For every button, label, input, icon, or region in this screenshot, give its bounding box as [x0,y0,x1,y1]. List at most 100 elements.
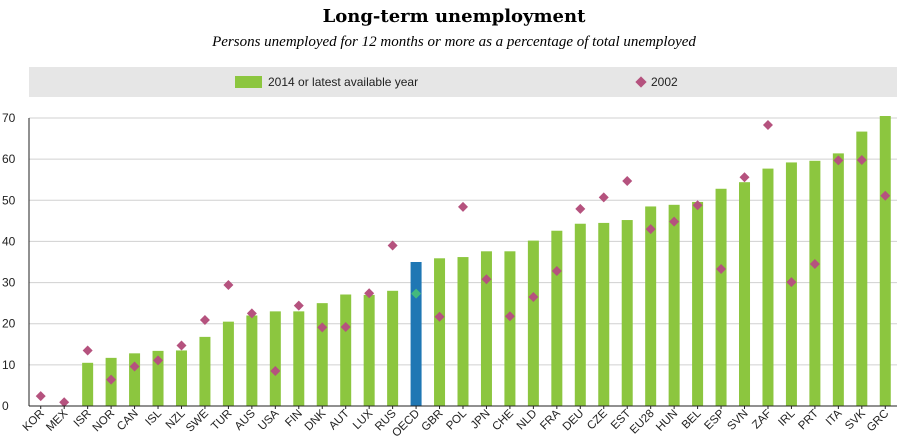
bar-est [621,220,633,406]
marker-rus [387,240,398,251]
x-tick-label: GBR [420,408,446,434]
bar-eu28 [645,206,657,406]
x-tick-label: KOR [21,408,47,434]
x-tick-label: NOR [91,408,118,435]
x-tick-label: HUN [654,408,680,434]
marker-isr [82,345,93,356]
x-tick-label: AUS [233,407,258,432]
marker-svn [739,172,750,183]
y-tick-label: 70 [2,111,16,125]
x-tick-label: SWE [184,407,211,434]
y-tick-label: 10 [2,358,16,372]
x-tick-label: USA [256,407,281,432]
x-tick-label: NLD [515,408,540,433]
y-tick-label: 40 [2,234,16,248]
x-tick-label: TUR [209,408,234,433]
bar-esp [715,188,727,406]
bar-aut [340,294,352,406]
legend-item-2002: 2002 [635,67,678,97]
bar-can [129,353,141,406]
marker-grc [880,190,891,201]
x-tick-label: GRC [865,408,892,435]
bar-gbr [434,258,446,406]
marker-gbr [434,311,445,322]
marker-mex [59,397,70,408]
marker-tur [223,280,234,291]
bar-svk [856,131,868,406]
bar-nld [527,240,539,406]
x-tick-label: FIN [283,408,305,430]
bar-tur [222,321,234,406]
x-tick-label: LUX [351,407,376,432]
legend-label-2002: 2002 [651,75,678,89]
bar-fra [551,230,563,406]
marker-usa [270,366,281,377]
x-tick-label: CZE [585,407,610,432]
marker-esp [716,263,727,274]
x-tick-label: EU28 [628,408,657,437]
marker-irl [786,277,797,288]
marker-fra [551,266,562,277]
bar-ita [832,153,844,406]
legend-item-2014: 2014 or latest available year [235,67,418,97]
bar-isr [82,362,94,406]
y-tick-label: 0 [2,399,9,413]
marker-zaf [762,119,773,130]
x-tick-label: BEL [680,407,704,431]
bar-prt [809,160,821,406]
marker-aut [340,322,351,333]
legend-label-2014: 2014 or latest available year [268,75,419,89]
marker-isl [153,355,164,366]
marker-jpn [481,274,492,285]
marker-eu28 [645,224,656,235]
bar-fin [293,311,305,406]
bar-grc [879,116,891,406]
x-tick-label: IRL [776,407,798,429]
bar-rus [387,290,399,406]
marker-nor [106,374,117,385]
x-tick-label: ZAF [750,408,774,432]
marker-lux [364,288,375,299]
bar-aus [246,315,258,406]
y-tick-label: 50 [2,193,16,207]
marker-pol [458,201,468,212]
marker-bel [692,200,703,211]
x-tick-label: SVN [725,408,750,433]
marker-nzl [176,340,187,351]
marker-est [622,175,633,186]
marker-oecd [411,288,422,299]
bar-cze [598,222,610,406]
marker-svk [856,154,867,165]
y-tick-label: 60 [2,152,16,166]
x-tick-label: DEU [561,408,587,434]
chart-title: Long-term unemployment [322,6,586,27]
marker-fin [293,300,304,311]
x-tick-label: AUT [327,408,352,433]
bar-pol [457,257,469,406]
x-tick-label: MEX [44,407,70,433]
x-tick-label: FRA [538,407,563,432]
chart-subtitle: Persons unemployed for 12 months or more… [212,34,696,50]
marker-aus [246,308,257,319]
y-tick-label: 30 [2,276,16,290]
axis-layer [28,118,897,409]
legend: 2014 or latest available year 2002 [29,67,897,97]
legend-bar-swatch [235,76,262,88]
bar-oecd [410,262,422,406]
x-tick-label: SVK [843,407,868,432]
x-tick-label: JPN [469,408,493,432]
bar-che [504,251,516,406]
bar-dnk [316,303,328,406]
bar-jpn [480,251,492,406]
bar-lux [363,294,375,406]
marker-swe [199,315,210,326]
x-tick-label: POL [444,407,469,432]
marker-prt [809,259,820,270]
bar-zaf [762,168,774,406]
x-tick-label: CHE [490,407,516,433]
marker-cze [598,192,609,203]
y-tick-label: 20 [2,317,16,331]
marker-che [504,311,515,322]
bar-deu [574,223,586,406]
